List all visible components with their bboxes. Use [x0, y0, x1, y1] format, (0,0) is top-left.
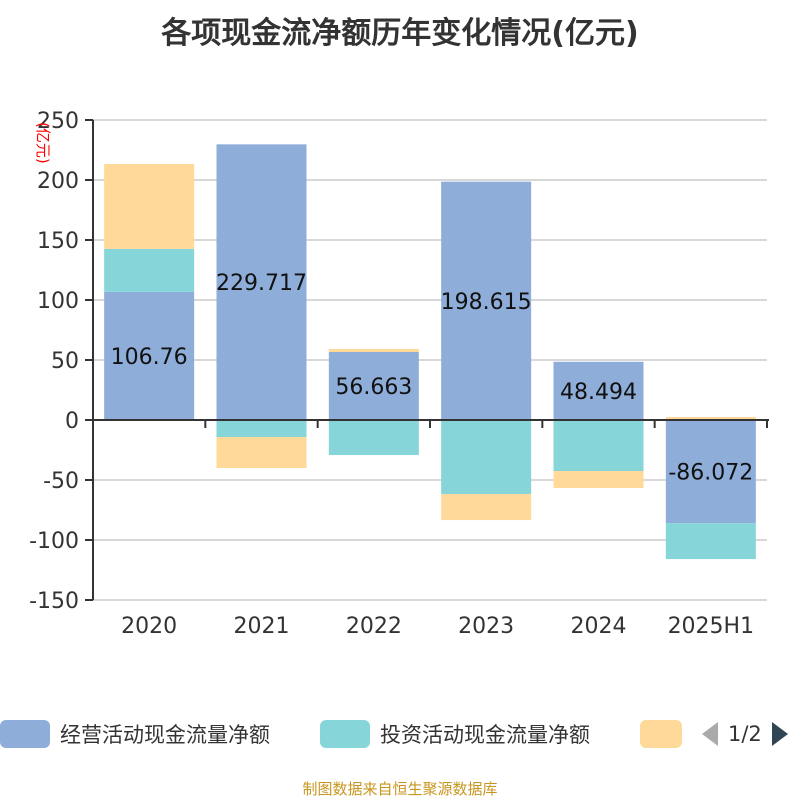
- y-tick-label: 200: [37, 169, 79, 194]
- y-tick-label: 0: [65, 409, 79, 434]
- bar-segment: [216, 144, 307, 420]
- y-tick-label: -150: [29, 589, 79, 614]
- bar-segment: [553, 361, 644, 420]
- data-label: 229.717: [216, 271, 307, 296]
- legend-item-financing[interactable]: [640, 718, 692, 750]
- legend-swatch: [640, 720, 682, 748]
- x-tick-label: 2021: [234, 614, 290, 639]
- legend-item-investing[interactable]: 投资活动现金流量净额: [320, 718, 590, 750]
- bar-segment: [104, 163, 195, 249]
- bar-segment: [104, 291, 195, 420]
- data-label: 106.76: [111, 345, 188, 370]
- data-label: 48.494: [560, 380, 637, 405]
- bar-segment: [441, 181, 532, 420]
- triangle-right-icon[interactable]: [770, 720, 790, 748]
- x-tick-label: 2022: [346, 614, 402, 639]
- data-label: 56.663: [335, 375, 412, 400]
- legend-page: 1/2: [728, 722, 762, 746]
- bar-segment: [665, 420, 756, 524]
- source-note: 制图数据来自恒生聚源数据库: [302, 780, 498, 798]
- bar-segment: [216, 420, 307, 438]
- x-tick-label: 2023: [458, 614, 514, 639]
- legend-swatch: [320, 720, 370, 748]
- x-tick-label: 2025H1: [668, 614, 755, 639]
- x-tick-label: 2020: [121, 614, 177, 639]
- chart-title: 各项现金流净额历年变化情况(亿元): [161, 16, 639, 51]
- bar-segment: [441, 494, 532, 521]
- legend-label: 投资活动现金流量净额: [380, 723, 590, 747]
- y-tick-label: 150: [37, 229, 79, 254]
- y-tick-label: 50: [51, 349, 79, 374]
- bar-segment: [328, 349, 419, 353]
- y-tick-label: 250: [37, 109, 79, 134]
- y-axis-label: (亿元): [34, 122, 52, 164]
- bar-segment: [553, 420, 644, 471]
- legend-item-operating[interactable]: 经营活动现金流量净额: [0, 718, 270, 750]
- triangle-left-icon[interactable]: [700, 720, 720, 748]
- bar-segment: [328, 352, 419, 420]
- data-label: -86.072: [668, 461, 753, 486]
- bar-segment: [104, 248, 195, 292]
- legend-label: 经营活动现金流量净额: [60, 723, 270, 747]
- bar-segment: [665, 417, 756, 420]
- bar-segment: [216, 437, 307, 468]
- bar-segment: [441, 420, 532, 495]
- y-tick-label: -50: [43, 469, 79, 494]
- x-tick-label: 2024: [571, 614, 627, 639]
- data-label: 198.615: [441, 290, 532, 315]
- bar-segment: [328, 420, 419, 456]
- bar-segment: [553, 471, 644, 489]
- y-tick-label: 100: [37, 289, 79, 314]
- legend-swatch: [0, 720, 50, 748]
- bar-segment: [665, 523, 756, 560]
- legend-pager: 1/2: [700, 718, 790, 750]
- y-tick-label: -100: [29, 529, 79, 554]
